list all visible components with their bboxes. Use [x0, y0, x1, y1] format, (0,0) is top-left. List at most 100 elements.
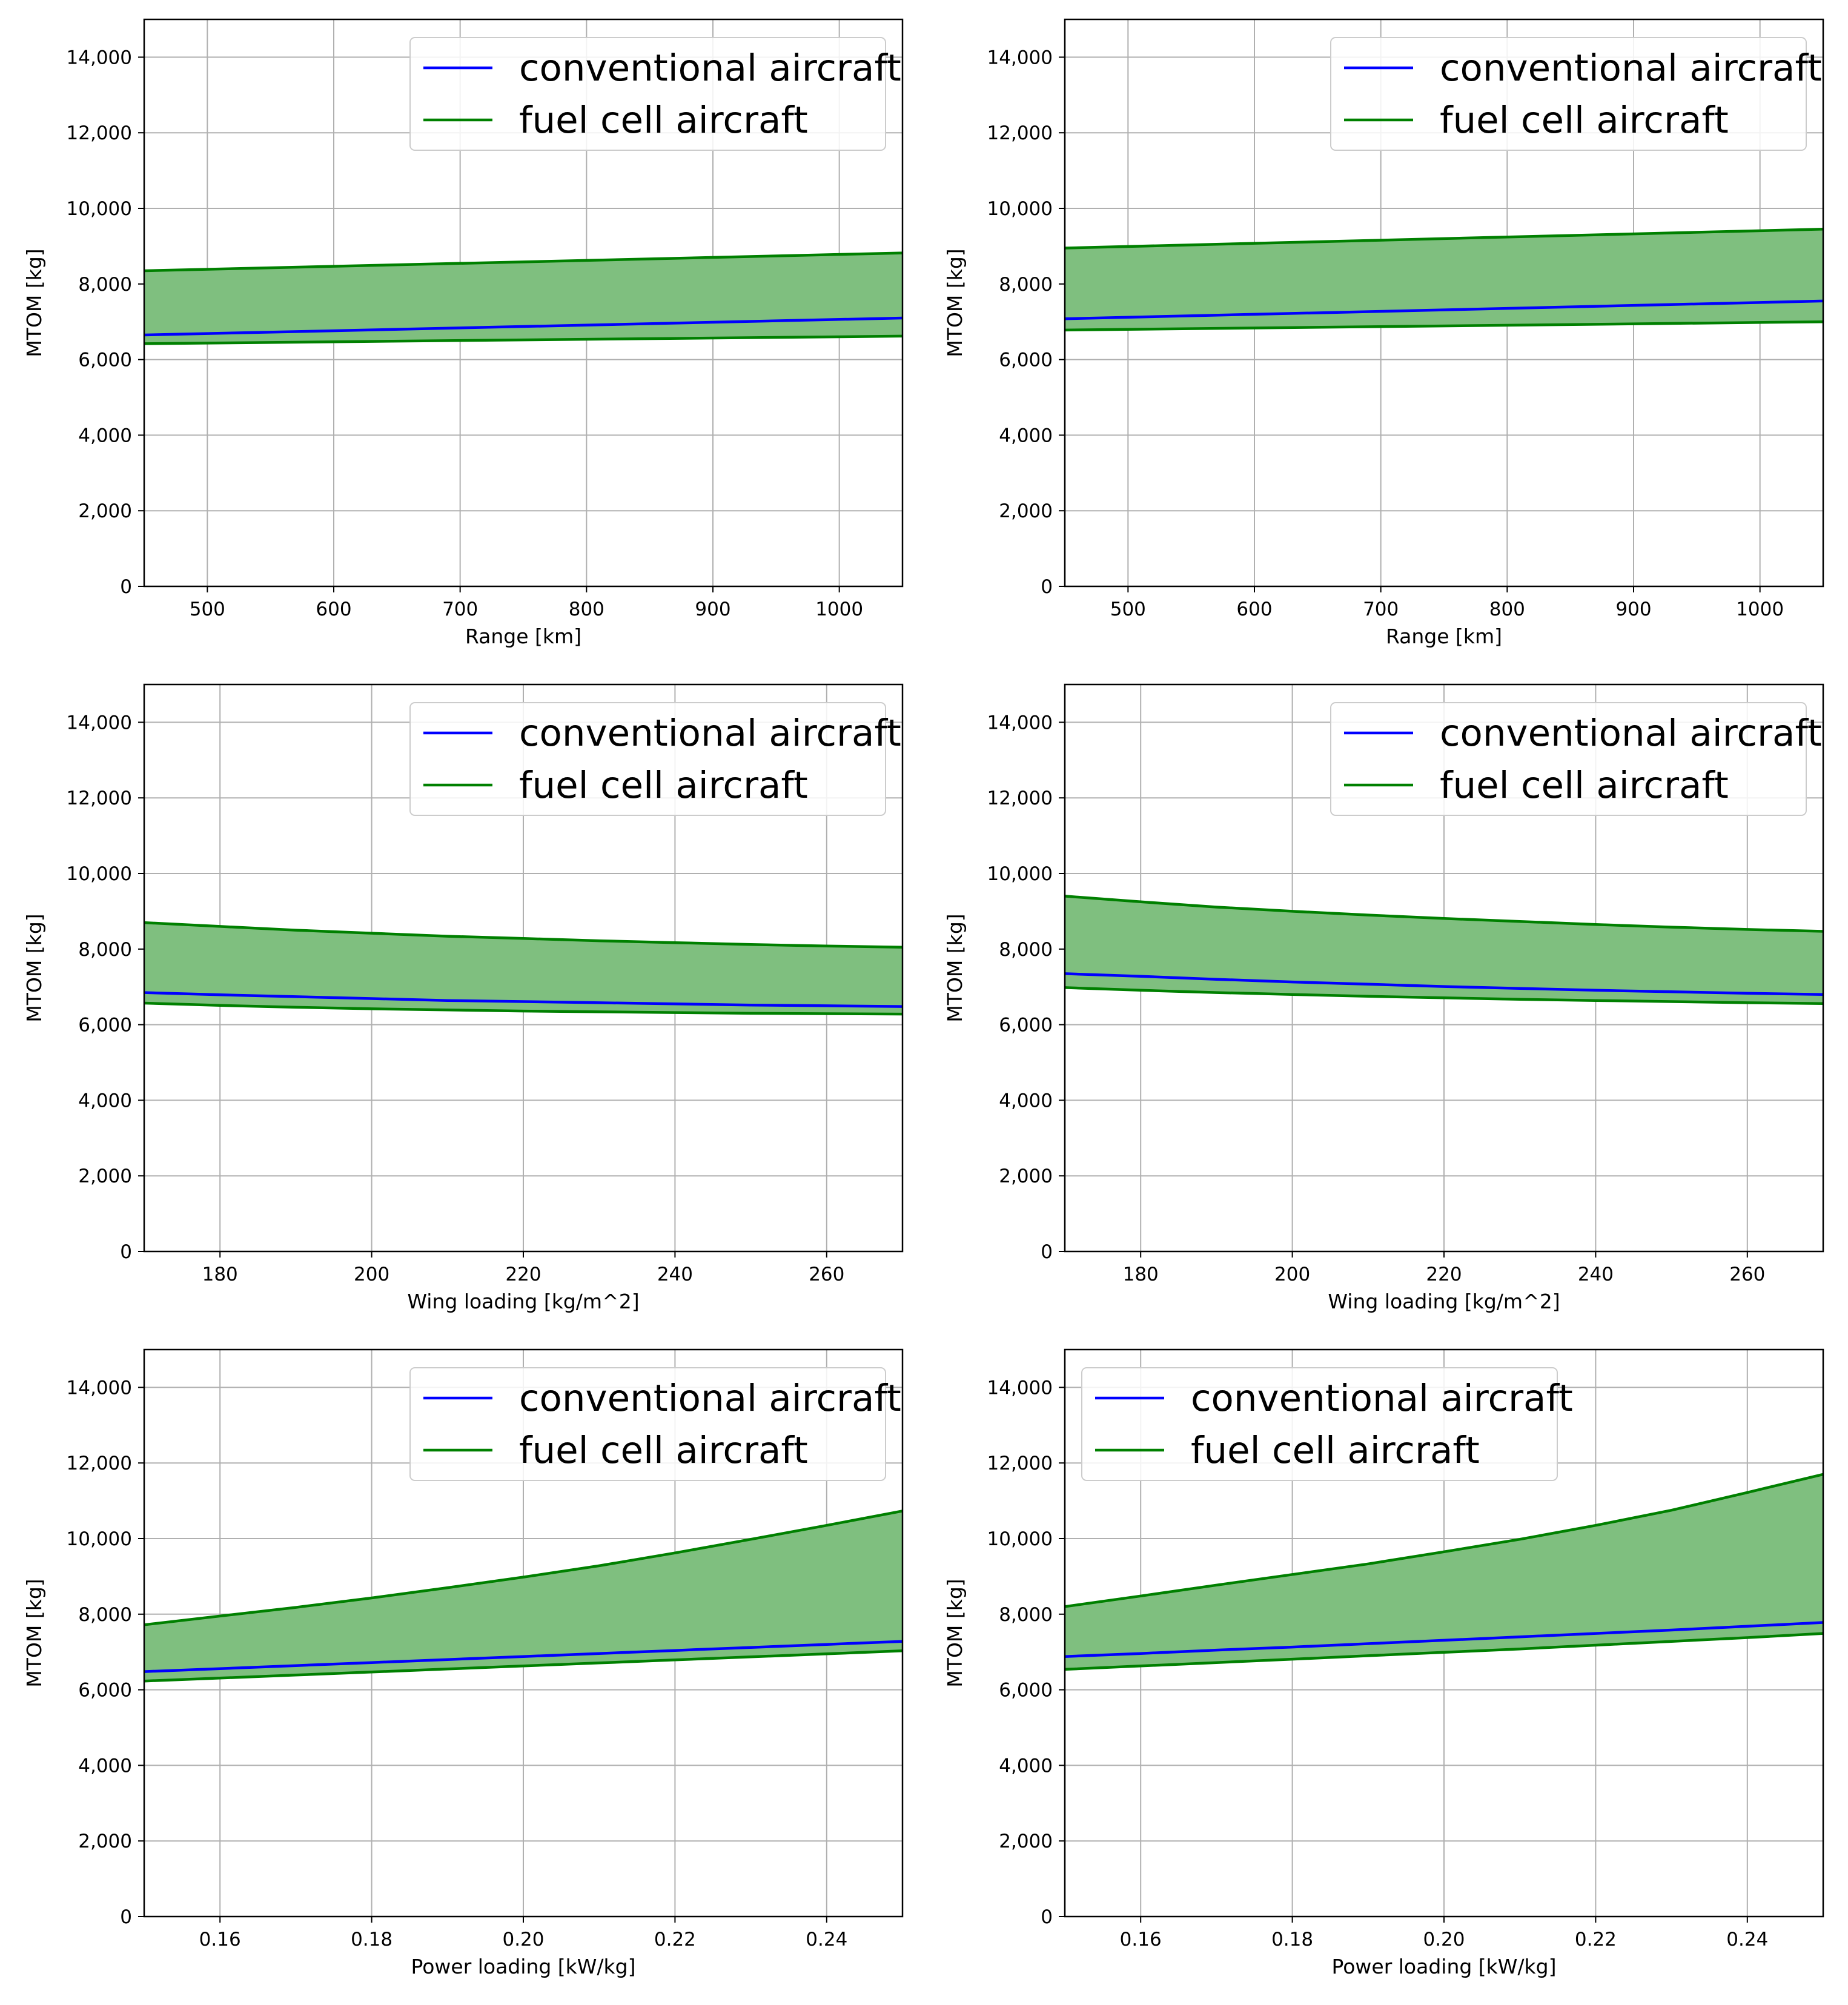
panel-bottom-right-ytick-label-7: 14,000 — [987, 1377, 1053, 1399]
panel-middle-left-ytick-label-7: 14,000 — [67, 712, 132, 734]
panel-bottom-left-legend-box — [409, 1367, 886, 1481]
panel-bottom-left-ytick-label-7: 14,000 — [67, 1377, 132, 1399]
panel-top-left-fuel-cell-lower-line — [144, 334, 903, 345]
panel-middle-left-fuel-cell-lower-line — [144, 1001, 903, 1016]
panel-middle-left-xtick-label-3: 240 — [657, 1264, 693, 1285]
panel-bottom-right-xtick-label-2: 0.20 — [1423, 1929, 1465, 1950]
panel-bottom-left-ytick-label-3: 6,000 — [78, 1680, 132, 1702]
panel-top-left-conventional-line — [144, 316, 903, 337]
panel-middle-right-fuel-cell-band — [1065, 896, 1823, 1004]
panel-bottom-right-legend-label-0: conventional aircraft — [1191, 1377, 1573, 1420]
panel-top-left-legend-label-0: conventional aircraft — [519, 47, 901, 90]
panel-middle-left-xtick-label-4: 260 — [809, 1264, 844, 1285]
panel-bottom-left-legend: conventional aircraft fuel cell aircraft — [409, 1367, 901, 1481]
panel-top-right-ytick-label-0: 0 — [1041, 576, 1053, 598]
panel-middle-left-ytick-label-3: 6,000 — [78, 1015, 132, 1036]
panel-top-right-ytick-label-6: 12,000 — [987, 122, 1053, 144]
panel-bottom-left-ytick-label-1: 2,000 — [78, 1831, 132, 1852]
panel-bottom-right-ytick-label-5: 10,000 — [987, 1528, 1053, 1550]
panel-top-left-axes-frame — [143, 18, 904, 588]
panel-bottom-right-ytick-label-3: 6,000 — [999, 1680, 1053, 1702]
panel-bottom-left-ytick-label-5: 10,000 — [67, 1528, 132, 1550]
panel-bottom-right-ytick-label-0: 0 — [1041, 1906, 1053, 1928]
panel-top-left-fuel-cell-band — [144, 253, 902, 344]
panel-middle-right-fuel-cell-upper-line — [1064, 895, 1824, 933]
panel-middle-left-xtick-label-2: 220 — [505, 1264, 541, 1285]
panel-middle-left-ytick-label-4: 8,000 — [78, 939, 132, 961]
panel-top-right-xtick-label-2: 700 — [1363, 598, 1399, 620]
panel-bottom-right-x-axis-label: Power loading [kW/kg] — [1332, 1955, 1557, 1978]
panel-top-left-xtick-label-3: 800 — [569, 598, 604, 620]
panel-middle-right-ytick-label-0: 0 — [1041, 1241, 1053, 1263]
panel-bottom-left-ytick-label-2: 4,000 — [78, 1755, 132, 1777]
panel-bottom-left-xtick-label-0: 0.16 — [199, 1929, 241, 1950]
panel-middle-right: 180 200 220 240 260 0 2,000 4,000 6,000 8,000 10,0… — [943, 683, 1824, 1313]
panel-bottom-left-x-axis-label: Power loading [kW/kg] — [411, 1955, 636, 1978]
panel-top-left: 500 600 700 800 900 1000 0 2,000 4,000 6,000 8,000… — [22, 18, 904, 648]
panel-bottom-left-ytick-label-6: 12,000 — [67, 1453, 132, 1474]
panel-top-left-ytick-label-5: 10,000 — [67, 198, 132, 220]
panel-middle-left-legend-label-1: fuel cell aircraft — [519, 764, 808, 807]
panel-middle-left-xtick-label-1: 200 — [354, 1264, 389, 1285]
panel-top-right-ytick-label-3: 6,000 — [999, 350, 1053, 371]
panel-middle-left-ytick-label-5: 10,000 — [67, 863, 132, 885]
panel-bottom-right-ytick-label-2: 4,000 — [999, 1755, 1053, 1777]
panel-middle-right-legend-label-0: conventional aircraft — [1440, 712, 1822, 755]
panel-top-left-xtick-label-5: 1000 — [815, 598, 863, 620]
panel-top-right-legend-label-1: fuel cell aircraft — [1440, 99, 1729, 142]
panel-top-left-ytick-label-1: 2,000 — [78, 500, 132, 522]
panel-middle-right-y-axis-label: MTOM [kg] — [943, 913, 967, 1022]
panel-middle-right-ytick-label-6: 12,000 — [987, 787, 1053, 809]
panel-bottom-left-xtick-label-4: 0.24 — [806, 1929, 847, 1950]
panel-top-left-xtick-label-1: 600 — [316, 598, 351, 620]
panel-top-right-legend-label-0: conventional aircraft — [1440, 47, 1822, 90]
panel-top-right-xtick-label-0: 500 — [1110, 598, 1146, 620]
panel-bottom-left-xtick-label-2: 0.20 — [502, 1929, 544, 1950]
panel-bottom-left-legend-label-1: fuel cell aircraft — [519, 1429, 808, 1472]
panel-top-right-axes-frame — [1064, 18, 1824, 588]
panel-bottom-left-legend-label-0: conventional aircraft — [519, 1377, 901, 1420]
panel-middle-right-legend-box — [1330, 702, 1807, 816]
panel-middle-left-conventional-line — [144, 991, 903, 1008]
panel-bottom-left-fuel-cell-upper-line — [144, 1510, 903, 1626]
panel-middle-right-ytick-label-4: 8,000 — [999, 939, 1053, 961]
panel-bottom-left-conventional-line — [144, 1640, 903, 1673]
panel-top-left-ytick-label-2: 4,000 — [78, 425, 132, 446]
panel-bottom-right-legend: conventional aircraft fuel cell aircraft — [1081, 1367, 1573, 1481]
panel-middle-left-ytick-label-1: 2,000 — [78, 1165, 132, 1187]
panel-bottom-right-legend-label-1: fuel cell aircraft — [1191, 1429, 1480, 1472]
panel-bottom-right-xtick-label-3: 0.22 — [1575, 1929, 1617, 1950]
panel-bottom-left-y-axis-label: MTOM [kg] — [22, 1579, 46, 1687]
panel-top-right-y-axis-label: MTOM [kg] — [943, 248, 967, 357]
panel-middle-left-x-axis-label: Wing loading [kg/m^2] — [407, 1290, 639, 1313]
panel-middle-left-ytick-label-0: 0 — [120, 1241, 132, 1263]
panel-top-left-fuel-cell-upper-line — [144, 251, 903, 273]
panel-top-right-fuel-cell-upper-line — [1064, 228, 1824, 250]
panel-middle-right-ytick-label-3: 6,000 — [999, 1015, 1053, 1036]
panel-middle-right-ytick-label-5: 10,000 — [987, 863, 1053, 885]
panel-bottom-right-ytick-label-6: 12,000 — [987, 1453, 1053, 1474]
panel-middle-left: 180 200 220 240 260 0 2,000 4,000 6,000 8,000 10,0… — [22, 683, 904, 1313]
panel-bottom-right-conventional-line — [1064, 1621, 1824, 1658]
panel-middle-right-ytick-label-7: 14,000 — [987, 712, 1053, 734]
panel-middle-right-legend: conventional aircraft fuel cell aircraft — [1330, 702, 1822, 816]
panel-middle-left-fuel-cell-band — [144, 923, 902, 1015]
panel-bottom-right-xtick-label-1: 0.18 — [1271, 1929, 1313, 1950]
panel-top-right-xtick-label-4: 900 — [1615, 598, 1651, 620]
panel-middle-left-xtick-label-0: 180 — [202, 1264, 238, 1285]
panel-top-left-ytick-label-6: 12,000 — [67, 122, 132, 144]
panel-middle-left-ytick-label-2: 4,000 — [78, 1090, 132, 1112]
panel-top-right-legend-box — [1330, 37, 1807, 151]
panel-bottom-left-fuel-cell-lower-line — [144, 1649, 903, 1683]
panel-middle-right-xtick-label-1: 200 — [1274, 1264, 1310, 1285]
panel-top-left-y-axis-label: MTOM [kg] — [22, 248, 46, 357]
panel-top-left-xtick-label-0: 500 — [190, 598, 225, 620]
panel-top-right-ytick-label-1: 2,000 — [999, 500, 1053, 522]
panel-bottom-right-ytick-label-1: 2,000 — [999, 1831, 1053, 1852]
panel-middle-right-conventional-line — [1064, 972, 1824, 996]
panel-top-left-ytick-label-4: 8,000 — [78, 274, 132, 296]
panel-bottom-right: 0.16 0.18 0.20 0.22 0.24 0 2,000 4,000 6,000 8,00… — [943, 1348, 1824, 1978]
panel-top-right-x-axis-label: Range [km] — [1386, 625, 1502, 648]
panel-top-left-xtick-label-4: 900 — [695, 598, 730, 620]
